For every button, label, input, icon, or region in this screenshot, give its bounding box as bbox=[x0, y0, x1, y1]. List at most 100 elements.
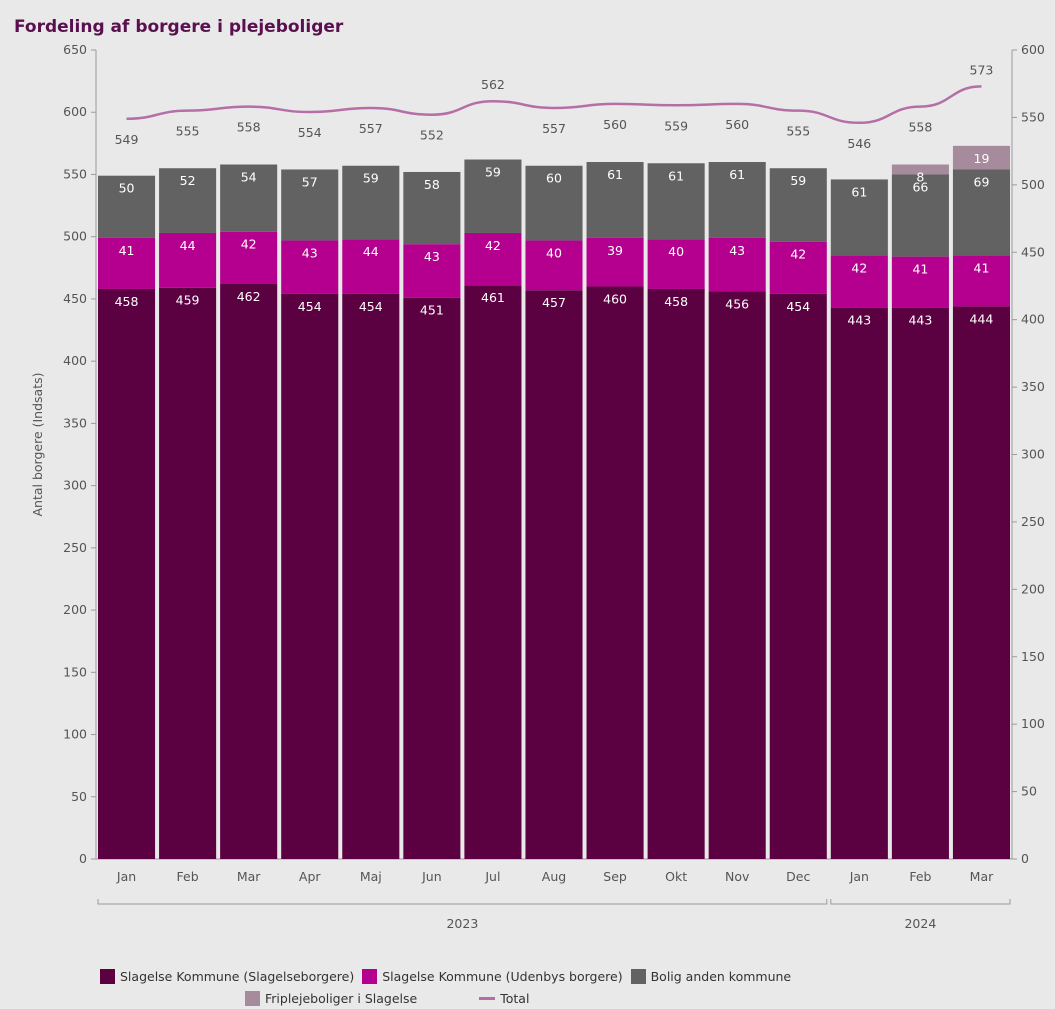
total-value-label: 557 bbox=[359, 121, 383, 136]
y-tick-label: 250 bbox=[63, 540, 87, 555]
bar-value-label: 443 bbox=[847, 313, 871, 328]
bar-value-label: 451 bbox=[420, 303, 444, 318]
total-value-label: 554 bbox=[298, 125, 322, 140]
bar-value-label: 50 bbox=[119, 181, 135, 196]
y-tick-label: 200 bbox=[63, 602, 87, 617]
bar-value-label: 39 bbox=[607, 243, 623, 258]
y-tick-label: 350 bbox=[63, 415, 87, 430]
legend-label-total: Total bbox=[500, 990, 530, 1006]
total-value-label: 552 bbox=[420, 128, 444, 143]
y-axis-title: Antal borgere (Indsats) bbox=[30, 372, 45, 516]
total-value-label: 559 bbox=[664, 118, 688, 133]
y2-tick-label: 150 bbox=[1021, 649, 1045, 664]
bar-value-label: 40 bbox=[668, 244, 684, 259]
y2-tick-label: 50 bbox=[1021, 784, 1037, 799]
y-tick-label: 0 bbox=[79, 851, 87, 866]
bar-segment bbox=[647, 163, 705, 240]
legend-item-total[interactable]: Total bbox=[479, 991, 529, 1006]
bar-value-label: 61 bbox=[729, 167, 745, 182]
legend-label-udenbys: Slagelse Kommune (Udenbys borgere) bbox=[382, 968, 623, 984]
bar-value-label: 40 bbox=[546, 245, 562, 260]
y-tick-label: 600 bbox=[63, 104, 87, 119]
bar-segment bbox=[769, 168, 827, 242]
bar-segment bbox=[403, 297, 461, 859]
bar-value-label: 59 bbox=[485, 165, 501, 180]
bar-segment bbox=[891, 307, 949, 859]
bar-segment bbox=[98, 237, 156, 289]
bar-segment bbox=[769, 241, 827, 294]
bar-value-label: 57 bbox=[302, 174, 318, 189]
bar-segment bbox=[220, 231, 278, 284]
bar-segment bbox=[403, 244, 461, 298]
legend-item-slagelseborgere[interactable]: Slagelse Kommune (Slagelseborgere) bbox=[100, 968, 354, 984]
bar-segment bbox=[220, 283, 278, 860]
y2-tick-label: 450 bbox=[1021, 244, 1045, 259]
x-tick-label: Mar bbox=[237, 869, 261, 884]
bar-segment bbox=[159, 168, 217, 233]
x-tick-label: Mar bbox=[970, 869, 994, 884]
bar-segment bbox=[769, 293, 827, 860]
chart-panel: Fordeling af borgere i plejeboliger 0 50 1… bbox=[6, 8, 1046, 1006]
bar-value-label: 43 bbox=[302, 245, 318, 260]
bar-value-label: 61 bbox=[607, 167, 623, 182]
bar-segment bbox=[98, 288, 156, 859]
bar-value-label: 461 bbox=[481, 290, 505, 305]
x-tick-label: Apr bbox=[299, 869, 321, 884]
total-value-label: 558 bbox=[237, 120, 261, 135]
total-value-label: 549 bbox=[115, 132, 139, 147]
bar-segment bbox=[281, 169, 339, 241]
y2-tick-label: 0 bbox=[1021, 851, 1029, 866]
legend-item-udenbys[interactable]: Slagelse Kommune (Udenbys borgere) bbox=[362, 968, 623, 984]
total-value-label: 555 bbox=[786, 124, 810, 139]
bar-value-label: 69 bbox=[974, 174, 990, 189]
bar-value-label: 41 bbox=[119, 243, 135, 258]
bar-value-label: 52 bbox=[180, 173, 196, 188]
total-value-label: 555 bbox=[176, 124, 200, 139]
bar-value-label: 41 bbox=[912, 262, 928, 277]
legend-swatch-total bbox=[479, 996, 496, 1000]
chart-title: Fordeling af borgere i plejeboliger bbox=[14, 17, 344, 37]
group-bracket bbox=[97, 899, 828, 905]
y2-tick-label: 500 bbox=[1021, 177, 1045, 192]
x-tick-label: Jul bbox=[484, 869, 500, 884]
total-value-label: 573 bbox=[970, 62, 994, 77]
bar-segment bbox=[952, 145, 1010, 170]
legend-label-friplejeboliger: Friplejeboliger i Slagelse bbox=[265, 990, 418, 1006]
bar-value-label: 60 bbox=[546, 171, 562, 186]
x-tick-label: Feb bbox=[909, 869, 931, 884]
x-tick-label: Feb bbox=[177, 869, 199, 884]
legend: Slagelse Kommune (Slagelseborgere) Slage… bbox=[100, 965, 940, 1009]
legend-item-anden-kommune[interactable]: Bolig anden kommune bbox=[630, 968, 791, 984]
y2-tick-label: 250 bbox=[1021, 514, 1045, 529]
bar-value-label: 61 bbox=[668, 168, 684, 183]
group-label: 2023 bbox=[446, 916, 478, 931]
bar-value-label: 454 bbox=[298, 299, 322, 314]
x-tick-label: Aug bbox=[542, 869, 566, 884]
x-tick-label: Sep bbox=[603, 869, 627, 884]
y-tick-label: 150 bbox=[63, 664, 87, 679]
bar-value-label: 457 bbox=[542, 295, 566, 310]
bar-segment bbox=[586, 286, 644, 859]
bar-segment bbox=[464, 285, 522, 859]
bar-segment bbox=[464, 159, 522, 233]
bar-value-label: 459 bbox=[176, 293, 200, 308]
y-tick-label: 400 bbox=[63, 353, 87, 368]
legend-swatch-udenbys bbox=[362, 968, 378, 984]
bar-segment bbox=[952, 306, 1010, 860]
legend-swatch-anden-kommune bbox=[630, 968, 646, 984]
y2-tick-label: 100 bbox=[1021, 716, 1045, 731]
bar-segment bbox=[891, 174, 949, 257]
legend-swatch-friplejeboliger bbox=[245, 990, 260, 1006]
y-tick-label: 450 bbox=[63, 291, 87, 306]
bar-value-label: 460 bbox=[603, 291, 627, 306]
bar-segment bbox=[952, 255, 1010, 307]
chart-canvas: 0 50 100 150 200 250 300 350 400 450 500 550 600 650 0… bbox=[30, 42, 1045, 931]
bar-segment bbox=[525, 290, 583, 859]
total-value-label: 546 bbox=[847, 136, 871, 151]
legend-item-friplejeboliger[interactable]: Friplejeboliger i Slagelse bbox=[245, 990, 418, 1006]
total-value-label: 562 bbox=[481, 77, 505, 92]
bar-segment bbox=[525, 240, 583, 291]
bar-value-label: 61 bbox=[851, 184, 867, 199]
bar-segment bbox=[952, 169, 1010, 256]
bar-value-label: 44 bbox=[180, 238, 196, 253]
